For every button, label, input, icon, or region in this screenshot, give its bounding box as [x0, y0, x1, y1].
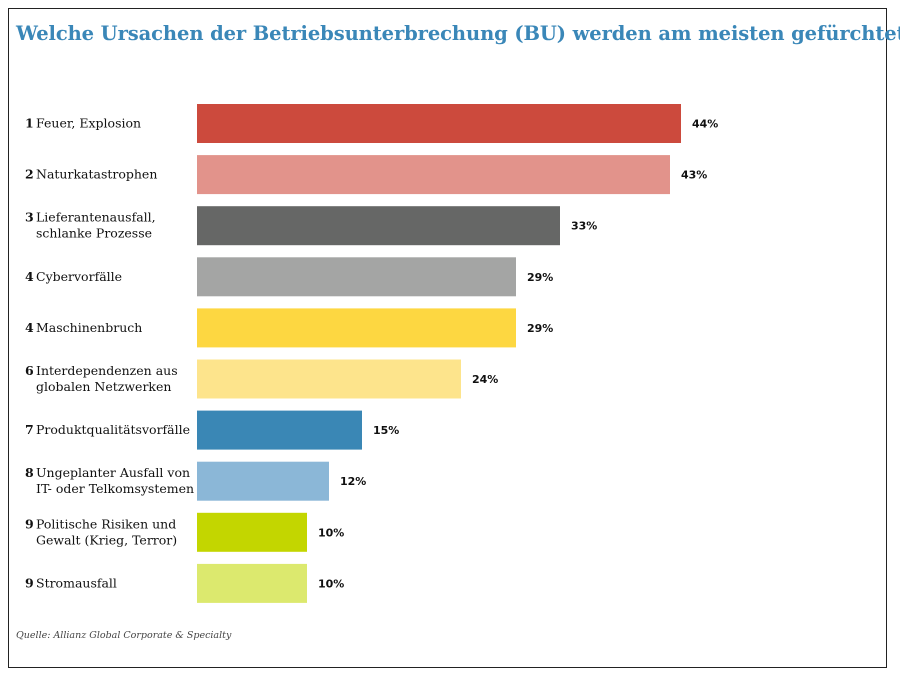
bar-9	[197, 512, 307, 552]
category-rank-9: 9	[25, 516, 34, 531]
category-label-7-line-1: Produktqualitätsvorfälle	[36, 422, 190, 437]
value-label-10: 10%	[318, 577, 344, 590]
category-rank-6: 6	[25, 363, 34, 378]
category-rank-7: 7	[25, 422, 34, 437]
bar-2	[197, 155, 670, 195]
category-rank-3: 3	[25, 210, 34, 225]
category-label-9-line-2: Gewalt (Krieg, Terror)	[36, 532, 177, 547]
category-label-3-line-2: schlanke Prozesse	[36, 226, 152, 241]
bar-7	[197, 410, 362, 450]
category-label-10-line-1: Stromausfall	[36, 575, 117, 590]
value-label-2: 43%	[681, 169, 707, 182]
value-label-6: 24%	[472, 373, 498, 386]
category-label-4-line-1: Cybervorfälle	[36, 269, 122, 284]
chart-title: Welche Ursachen der Betriebsunterbrechun…	[16, 22, 900, 45]
value-label-9: 10%	[318, 526, 344, 539]
value-label-8: 12%	[340, 475, 366, 488]
category-label-2-line-1: Naturkatastrophen	[36, 167, 157, 182]
category-rank-10: 9	[25, 575, 34, 590]
value-label-1: 44%	[692, 118, 718, 131]
category-label-8-line-2: IT- oder Telkomsystemen	[36, 481, 194, 496]
category-label-9-line-1: Politische Risiken und	[36, 516, 176, 531]
bar-5	[197, 308, 516, 348]
category-rank-4: 4	[25, 269, 34, 284]
bar-1	[197, 104, 681, 143]
category-label-1-line-1: Feuer, Explosion	[36, 116, 141, 131]
source-note: Quelle: Allianz Global Corporate & Speci…	[16, 630, 232, 641]
value-label-7: 15%	[373, 424, 399, 437]
bar-4	[197, 257, 516, 297]
bar-8	[197, 461, 329, 501]
category-label-5-line-1: Maschinenbruch	[36, 320, 142, 335]
category-rank-8: 8	[25, 465, 34, 480]
bar-3	[197, 206, 560, 246]
category-label-6-line-1: Interdependenzen aus	[36, 363, 178, 378]
category-label-8-line-1: Ungeplanter Ausfall von	[36, 465, 190, 480]
bar-10	[197, 563, 307, 603]
category-label-6-line-2: globalen Netzwerken	[36, 379, 171, 394]
category-label-3-line-1: Lieferantenausfall,	[36, 210, 156, 225]
value-label-4: 29%	[527, 271, 553, 284]
value-label-3: 33%	[571, 220, 597, 233]
value-label-5: 29%	[527, 322, 553, 335]
category-rank-1: 1	[25, 116, 34, 131]
bar-6	[197, 359, 461, 399]
category-rank-5: 4	[25, 320, 34, 335]
category-rank-2: 2	[25, 167, 34, 182]
